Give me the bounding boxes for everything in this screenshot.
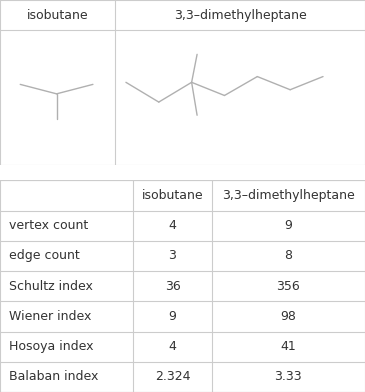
Text: 3,3–dimethylheptane: 3,3–dimethylheptane <box>174 9 306 22</box>
Text: 3.33: 3.33 <box>274 370 302 383</box>
Text: isobutane: isobutane <box>142 189 203 202</box>
Text: 8: 8 <box>284 249 292 262</box>
Text: 98: 98 <box>280 310 296 323</box>
Text: Balaban index: Balaban index <box>9 370 99 383</box>
Text: 4: 4 <box>169 340 176 353</box>
Text: vertex count: vertex count <box>9 219 88 232</box>
Text: 36: 36 <box>165 279 180 293</box>
Text: 9: 9 <box>169 310 176 323</box>
Text: Schultz index: Schultz index <box>9 279 93 293</box>
Text: Wiener index: Wiener index <box>9 310 92 323</box>
Text: 4: 4 <box>169 219 176 232</box>
Text: edge count: edge count <box>9 249 80 262</box>
Text: 3,3–dimethylheptane: 3,3–dimethylheptane <box>222 189 355 202</box>
Text: 2.324: 2.324 <box>155 370 190 383</box>
Text: Hosoya index: Hosoya index <box>9 340 94 353</box>
Text: 3: 3 <box>169 249 176 262</box>
Text: 356: 356 <box>276 279 300 293</box>
Text: 41: 41 <box>280 340 296 353</box>
Text: 9: 9 <box>284 219 292 232</box>
Text: isobutane: isobutane <box>27 9 88 22</box>
